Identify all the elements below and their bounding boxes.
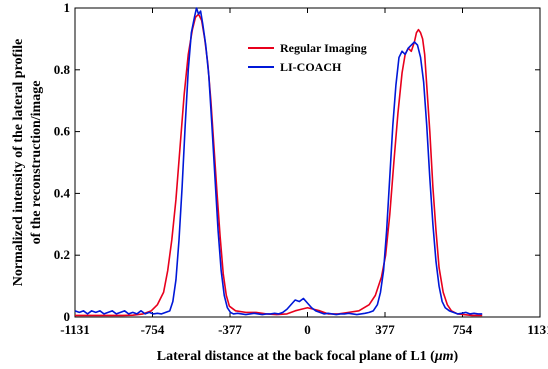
x-tick-label: -754 <box>141 322 165 337</box>
legend: Regular Imaging LI-COACH <box>248 41 367 74</box>
series-layer <box>74 7 483 317</box>
y-axis-ticks: 0 0.2 0.4 0.6 0.8 1 <box>54 0 540 324</box>
y-tick-label: 0.6 <box>54 124 71 139</box>
series-line-regular-imaging <box>75 13 483 317</box>
y-tick-label: 0.2 <box>54 247 70 262</box>
y-axis-label-line-1: Normalized intensity of the lateral prof… <box>11 39 26 286</box>
x-tick-label: 377 <box>375 322 395 337</box>
y-axis-label-line-2: of the reconstruction/image <box>29 81 44 245</box>
y-tick-label: 1 <box>64 0 71 15</box>
x-axis-label: Lateral distance at the back focal plane… <box>157 349 459 364</box>
y-tick-label: 0.8 <box>54 62 71 77</box>
y-tick-label: 0 <box>64 309 71 324</box>
x-tick-label: 0 <box>304 322 311 337</box>
x-tick-label: -377 <box>218 322 242 337</box>
plot-area <box>74 7 541 318</box>
x-tick-label: 1131 <box>527 322 548 337</box>
series-line-li-coach <box>74 7 483 316</box>
x-tick-label: -1131 <box>60 322 90 337</box>
legend-label-li-coach: LI-COACH <box>280 60 342 74</box>
y-tick-label: 0.4 <box>54 185 71 200</box>
x-tick-label: 754 <box>453 322 473 337</box>
legend-label-regular-imaging: Regular Imaging <box>280 41 367 55</box>
